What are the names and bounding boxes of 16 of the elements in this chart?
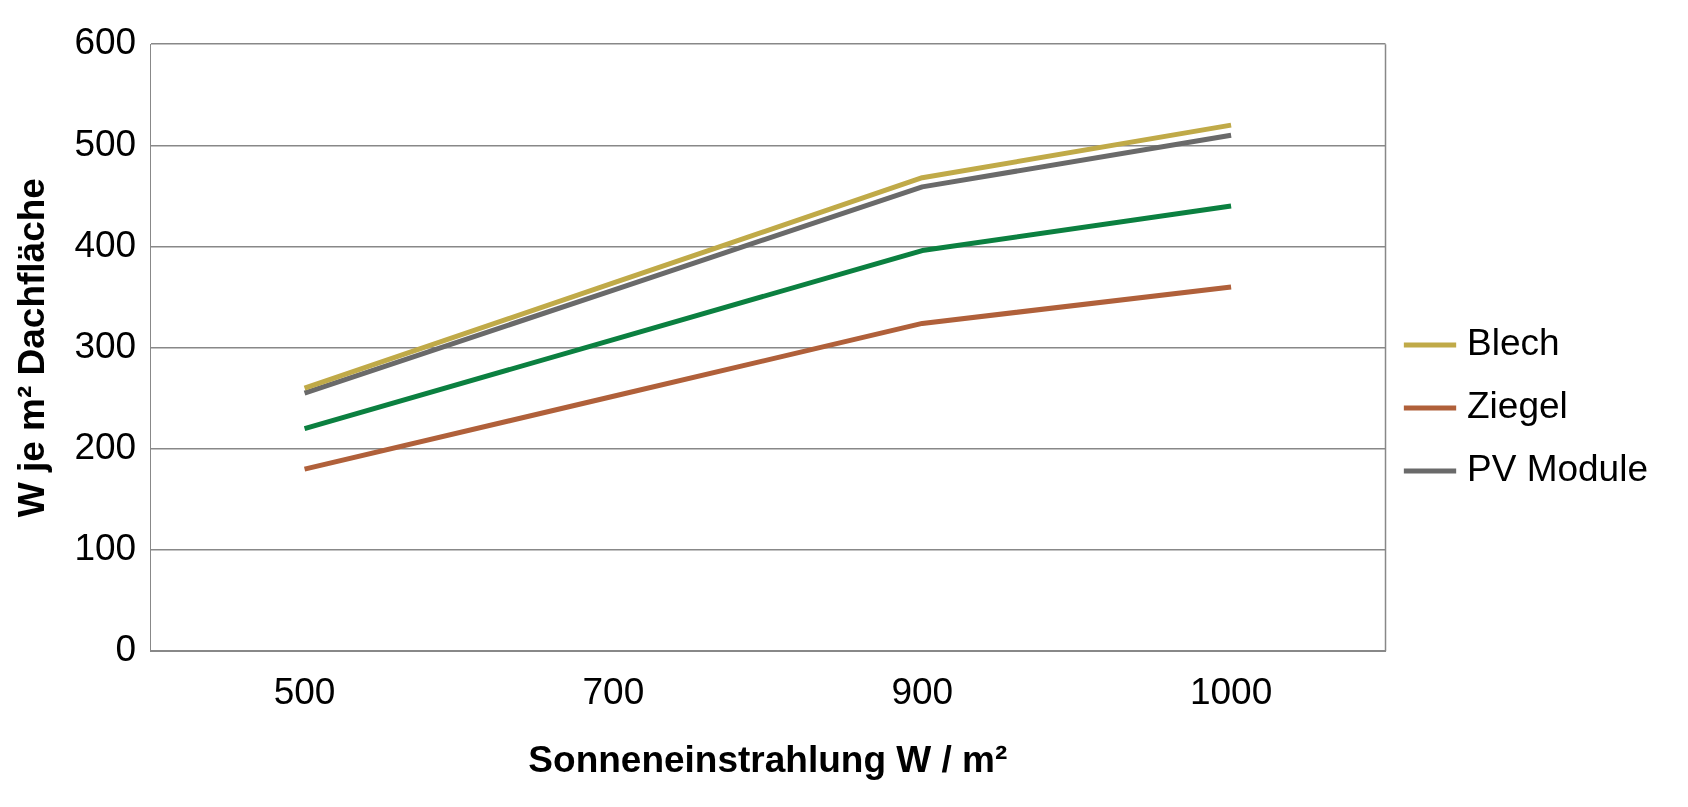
y-tick-label: 200 (74, 426, 137, 468)
x-tick-label: 500 (273, 670, 336, 712)
y-tick-label: 500 (74, 122, 137, 164)
legend-label: Blech (1467, 322, 1560, 364)
y-tick-label: 600 (74, 21, 137, 63)
x-tick-label: 900 (891, 670, 954, 712)
legend-label: Ziegel (1467, 385, 1568, 427)
y-tick-label: 400 (74, 223, 137, 265)
y-tick-label: 100 (74, 527, 137, 569)
y-tick-label: 0 (115, 628, 137, 670)
y-axis-title: W je m² Dachfläche (11, 178, 53, 518)
x-axis-title: Sonneneinstrahlung W / m² (528, 739, 1008, 780)
x-tick-label: 1000 (1189, 670, 1273, 712)
y-tick-label: 300 (74, 324, 137, 366)
legend-label: PV Module (1467, 448, 1649, 490)
x-tick-label: 700 (582, 670, 645, 712)
